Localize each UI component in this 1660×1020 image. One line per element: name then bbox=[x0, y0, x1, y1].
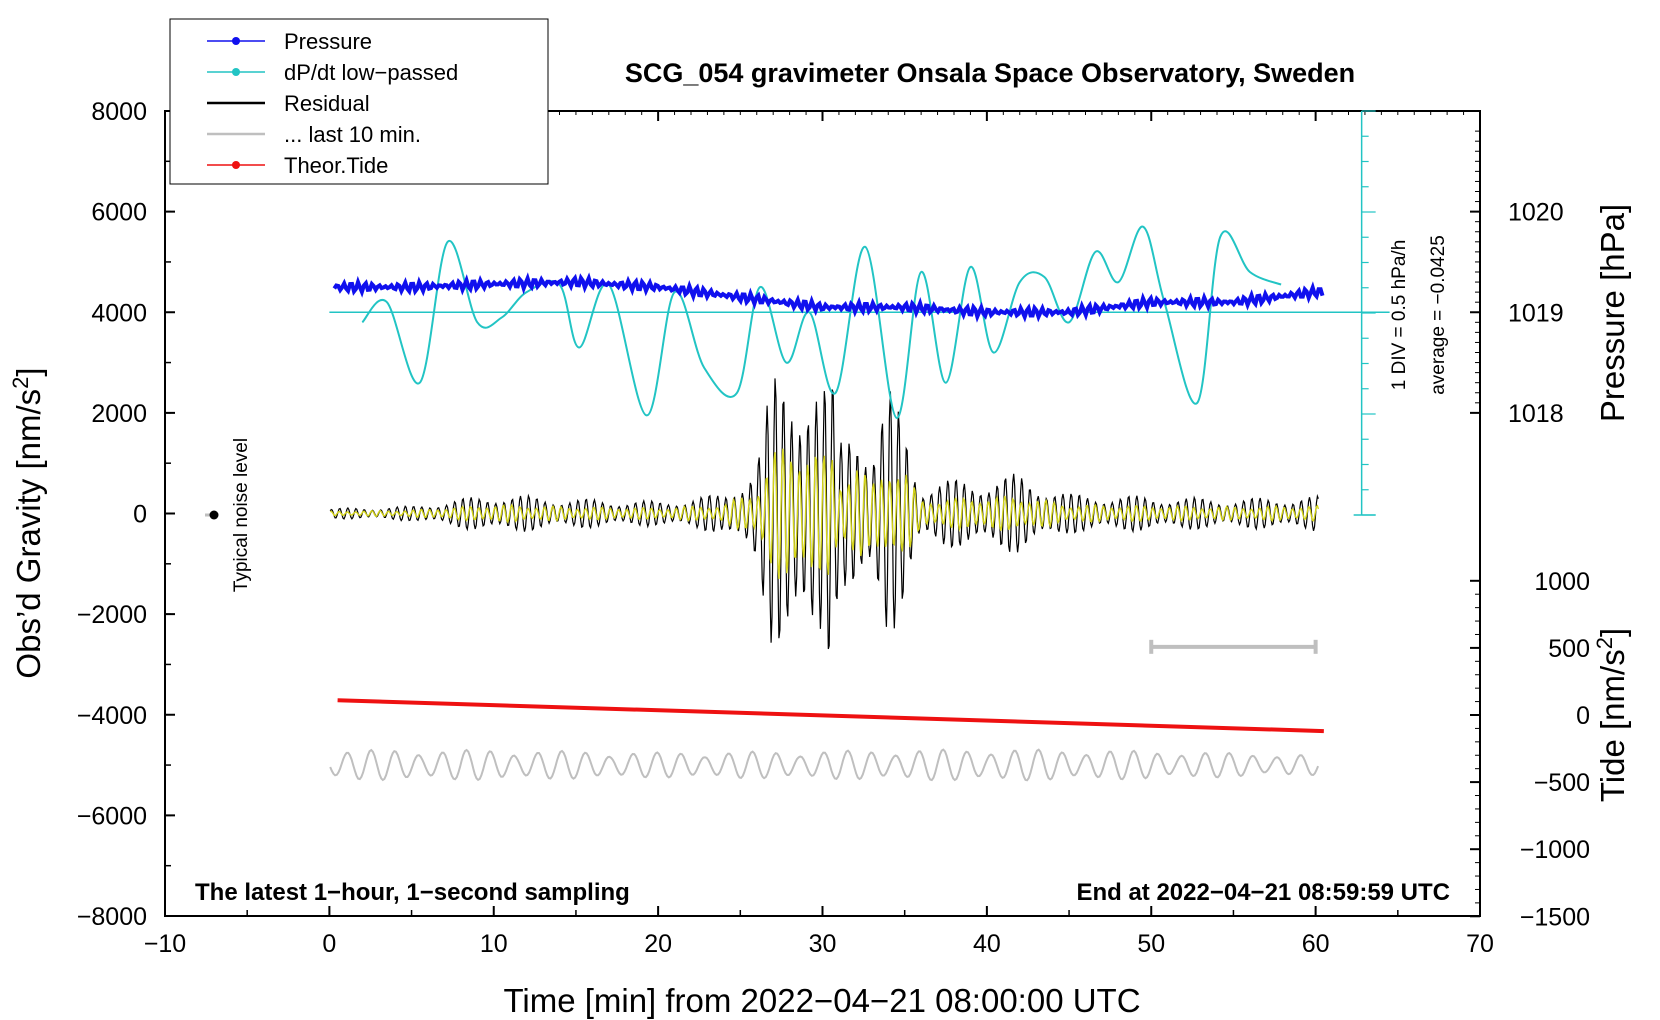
y-tick-label: −6000 bbox=[77, 802, 147, 830]
y-tick-label: 4000 bbox=[91, 299, 147, 327]
div-scale-label: 1 DIV = 0.5 hPa/h bbox=[1389, 240, 1410, 391]
tide-tick-label: 0 bbox=[1576, 702, 1590, 730]
chart-title: SCG_054 gravimeter Onsala Space Observat… bbox=[625, 58, 1355, 88]
legend-label: Theor.Tide bbox=[284, 153, 388, 178]
legend-label: Pressure bbox=[284, 29, 372, 54]
tide-tick-label: −1000 bbox=[1520, 836, 1590, 864]
x-tick-label: 20 bbox=[644, 930, 672, 958]
pressure-tick-label: 1018 bbox=[1508, 400, 1564, 428]
y-tick-label: −4000 bbox=[77, 702, 147, 730]
y-tick-label: −2000 bbox=[77, 601, 147, 629]
x-tick-label: 0 bbox=[322, 930, 336, 958]
x-tick-label: 60 bbox=[1302, 930, 1330, 958]
legend: Pressure dP/dt low−passed Residual ... last… bbox=[169, 18, 549, 185]
noise-level-label: Typical noise level bbox=[231, 438, 252, 592]
tide-axis: −1500 −1000 −500 0 500 1000 bbox=[1470, 568, 1590, 931]
pressure-tick-label: 1019 bbox=[1508, 299, 1564, 327]
legend-swatch-marker bbox=[232, 161, 240, 169]
y-tick-label: 6000 bbox=[91, 199, 147, 227]
y-axis-title: Obs’d Gravity [nm/s2] bbox=[8, 367, 47, 678]
series-pressure bbox=[332, 272, 1325, 323]
ten-minute-range-bar bbox=[1149, 639, 1318, 654]
series-last-10-min bbox=[329, 748, 1320, 782]
noise-level-dot bbox=[209, 510, 219, 520]
tide-tick-label: −1500 bbox=[1520, 903, 1590, 931]
legend-swatch-marker bbox=[232, 37, 240, 45]
pressure-tick-label: 1020 bbox=[1508, 199, 1564, 227]
y-tick-label: −8000 bbox=[77, 903, 147, 931]
y-axis-ticks: −8000 −6000 −4000 −2000 0 2000 4000 6000 8000 bbox=[77, 98, 175, 931]
x-axis-ticks: −10 0 10 20 30 40 50 60 70 bbox=[144, 111, 1494, 958]
legend-swatch-marker bbox=[232, 68, 240, 76]
series-theoretical-tide bbox=[337, 698, 1324, 734]
x-tick-label: 30 bbox=[809, 930, 837, 958]
series-residual bbox=[329, 378, 1319, 650]
legend-box bbox=[169, 18, 549, 185]
tide-axis-title: Tide [nm/s2] bbox=[1592, 628, 1631, 802]
series-dpdt-low-passed bbox=[361, 225, 1282, 419]
tide-tick-label: 1000 bbox=[1534, 568, 1590, 596]
legend-label: Residual bbox=[284, 91, 370, 116]
y-tick-label: 0 bbox=[133, 501, 147, 529]
x-tick-label: 70 bbox=[1466, 930, 1494, 958]
y-tick-label: 8000 bbox=[91, 98, 147, 126]
x-tick-label: 50 bbox=[1137, 930, 1165, 958]
footer-left: The latest 1−hour, 1−second sampling bbox=[195, 879, 630, 906]
x-axis-title: Time [min] from 2022−04−21 08:00:00 UTC bbox=[503, 982, 1140, 1019]
y-tick-label: 2000 bbox=[91, 400, 147, 428]
pressure-axis-title: Pressure [hPa] bbox=[1594, 204, 1631, 422]
tide-tick-label: −500 bbox=[1534, 769, 1590, 797]
legend-label: ... last 10 min. bbox=[284, 122, 421, 147]
legend-label: dP/dt low−passed bbox=[284, 60, 458, 85]
x-tick-label: 10 bbox=[480, 930, 508, 958]
pressure-axis: 1018 1019 1020 bbox=[1470, 130, 1564, 428]
footer-right: End at 2022−04−21 08:59:59 UTC bbox=[1076, 879, 1450, 906]
series-residual-filtered bbox=[329, 448, 1320, 580]
tide-tick-label: 500 bbox=[1548, 635, 1590, 663]
average-label: average = −0.0425 bbox=[1428, 235, 1449, 395]
x-tick-label: −10 bbox=[144, 930, 186, 958]
x-tick-label: 40 bbox=[973, 930, 1001, 958]
